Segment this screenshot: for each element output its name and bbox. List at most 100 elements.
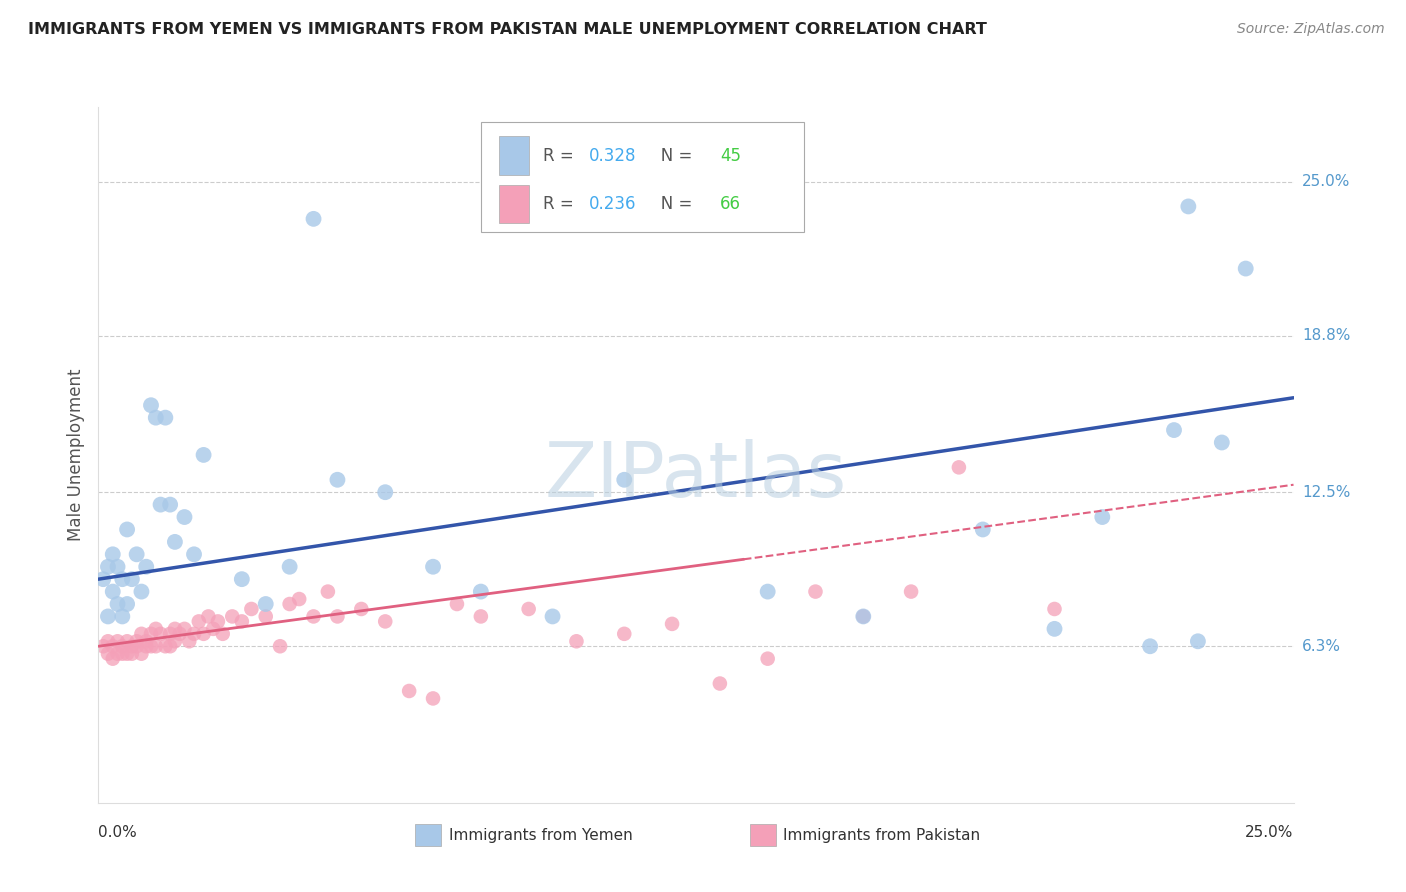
Point [900,584,922,599]
Text: 12.5%: 12.5% [1302,484,1350,500]
Point [139,398,162,412]
Point [107,647,129,661]
Point [135,559,157,574]
Point [470,609,492,624]
Point [145,622,167,636]
Point [948,460,970,475]
Text: 6.3%: 6.3% [1302,639,1341,654]
Point [374,485,396,500]
Point [97,647,120,661]
Point [231,615,253,629]
Point [107,597,129,611]
FancyBboxPatch shape [481,122,804,232]
Point [97,609,120,624]
Point [179,634,201,648]
Point [422,691,444,706]
Point [135,639,157,653]
Point [107,559,129,574]
Point [517,602,540,616]
Text: Immigrants from Pakistan: Immigrants from Pakistan [783,828,980,843]
Point [145,410,167,425]
Point [131,627,153,641]
Point [1211,435,1233,450]
Text: 45: 45 [720,147,741,165]
Point [125,547,148,561]
Point [159,627,181,641]
Point [97,559,120,574]
Point [756,584,779,599]
Point [302,211,325,226]
Point [541,609,564,624]
Point [91,572,114,586]
FancyBboxPatch shape [499,136,529,175]
Text: 66: 66 [720,195,741,213]
Point [613,473,636,487]
Text: R =: R = [543,147,579,165]
Point [125,634,148,648]
Point [163,622,186,636]
Point [111,647,134,661]
Point [183,627,205,641]
Point [97,634,120,648]
Point [316,584,339,599]
Point [302,609,325,624]
Point [852,609,875,624]
Point [139,627,162,641]
Point [139,639,162,653]
Point [269,639,291,653]
Point [111,609,134,624]
Point [1187,634,1209,648]
Point [254,609,277,624]
Point [221,609,243,624]
Point [91,639,114,653]
Point [326,609,349,624]
Point [446,597,468,611]
Point [159,639,181,653]
Text: 18.8%: 18.8% [1302,328,1350,343]
Text: N =: N = [644,195,697,213]
Text: R =: R = [543,195,579,213]
Point [169,627,191,641]
Point [131,647,153,661]
Point [972,523,994,537]
Point [804,584,827,599]
Text: 0.236: 0.236 [588,195,636,213]
Point [756,651,779,665]
Text: 25.0%: 25.0% [1302,174,1350,189]
Point [183,547,205,561]
Point [231,572,253,586]
Point [1043,602,1066,616]
Point [240,602,263,616]
Point [111,639,134,653]
Point [1234,261,1257,276]
Point [187,615,209,629]
Point [565,634,588,648]
Point [163,535,186,549]
Point [374,615,396,629]
Y-axis label: Male Unemployment: Male Unemployment [66,368,84,541]
Point [101,651,124,665]
FancyBboxPatch shape [499,185,529,223]
Point [202,622,225,636]
Point [121,639,143,653]
Point [101,584,124,599]
Point [115,634,138,648]
Text: 0.328: 0.328 [588,147,636,165]
Point [1177,199,1199,213]
Point [107,634,129,648]
Point [326,473,349,487]
Point [121,572,143,586]
Text: 25.0%: 25.0% [1246,825,1294,840]
Point [115,647,138,661]
Point [121,647,143,661]
Point [155,639,177,653]
Point [709,676,731,690]
Point [211,627,233,641]
Point [193,448,215,462]
Point [470,584,492,599]
Point [1043,622,1066,636]
Point [254,597,277,611]
Text: N =: N = [644,147,697,165]
Point [1091,510,1114,524]
Point [398,684,420,698]
